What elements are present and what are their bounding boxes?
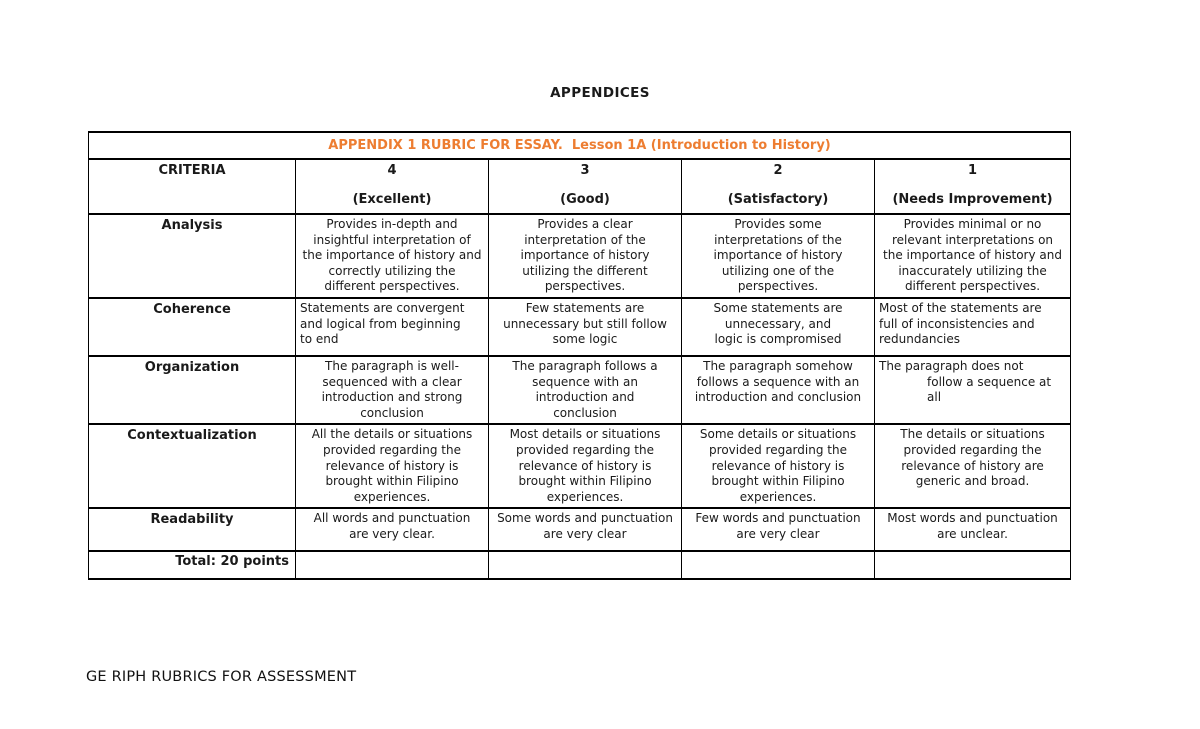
cell-total-4 [295,550,489,581]
cell-analysis-4: Provides in-depth and insightful interpr… [295,213,489,299]
table-header-row: CRITERIA 4 (Excellent) 3 (Good) 2 (Satis… [88,158,1072,215]
total-label: Total: 20 points [88,550,296,581]
column-header-2-qualifier: (Satisfactory) [727,191,829,207]
cell-coherence-2: Some statements are unnecessary, and log… [681,296,875,357]
cell-analysis-2: Provides some interpretations of the imp… [681,213,875,299]
table-row-readability: Readability All words and punctuation ar… [88,507,1072,553]
column-header-3: 3 (Good) [488,158,682,215]
cell-readability-4: All words and punctuation are very clear… [295,507,489,553]
criteria-coherence: Coherence [88,296,296,357]
column-header-criteria: CRITERIA [88,158,296,215]
criteria-contextualization: Contextualization [88,423,296,510]
criteria-readability: Readability [88,507,296,553]
cell-analysis-3: Provides a clear interpretation of the i… [488,213,682,299]
column-header-4-score: 4 [387,163,397,178]
table-row-coherence: Coherence Statements are convergent and … [88,296,1072,357]
table-title-row: APPENDIX 1 RUBRIC FOR ESSAY. Lesson 1A (… [87,131,1072,160]
cell-coherence-3: Few statements are unnecessary but still… [488,296,682,357]
cell-contextualization-1: The details or situations provided regar… [873,423,1072,510]
rubric-table: APPENDIX 1 RUBRIC FOR ESSAY. Lesson 1A (… [87,131,1072,581]
cell-organization-4: The paragraph is well- sequenced with a … [295,354,489,426]
table-row-contextualization: Contextualization All the details or sit… [88,423,1072,510]
criteria-analysis: Analysis [88,213,296,299]
cell-organization-1: The paragraph does not follow a sequence… [873,354,1072,426]
criteria-organization: Organization [88,354,296,426]
cell-coherence-1: Most of the statements are full of incon… [873,296,1072,357]
cell-coherence-4: Statements are convergent and logical fr… [295,296,489,357]
page-heading: APPENDICES [550,85,650,101]
page-footer: GE RIPH RUBRICS FOR ASSESSMENT [86,669,357,685]
cell-contextualization-2: Some details or situations provided rega… [681,423,875,510]
column-header-4-qualifier: (Excellent) [352,191,432,207]
cell-readability-2: Few words and punctuation are very clear [681,507,875,553]
column-header-1-score: 1 [968,163,978,178]
column-header-2-score: 2 [773,163,783,178]
column-header-2: 2 (Satisfactory) [681,158,875,215]
cell-readability-3: Some words and punctuation are very clea… [488,507,682,553]
cell-total-1 [873,550,1072,581]
column-header-1: 1 (Needs Improvement) [873,158,1072,215]
table-row-analysis: Analysis Provides in-depth and insightfu… [88,213,1072,299]
table-row-organization: Organization The paragraph is well- sequ… [88,354,1072,426]
cell-organization-2: The paragraph somehow follows a sequence… [681,354,875,426]
cell-contextualization-4: All the details or situations provided r… [295,423,489,510]
cell-analysis-1: Provides minimal or no relevant interpre… [873,213,1072,299]
cell-total-2 [681,550,875,581]
column-header-3-score: 3 [580,163,590,178]
cell-readability-1: Most words and punctuation are unclear. [873,507,1072,553]
cell-organization-3: The paragraph follows a sequence with an… [488,354,682,426]
column-header-4: 4 (Excellent) [295,158,489,215]
column-header-1-qualifier: (Needs Improvement) [892,191,1053,207]
cell-total-3 [488,550,682,581]
table-title: APPENDIX 1 RUBRIC FOR ESSAY. Lesson 1A (… [87,131,1072,160]
table-row-total: Total: 20 points [88,550,1072,581]
cell-contextualization-3: Most details or situations provided rega… [488,423,682,510]
column-header-3-qualifier: (Good) [560,191,610,207]
